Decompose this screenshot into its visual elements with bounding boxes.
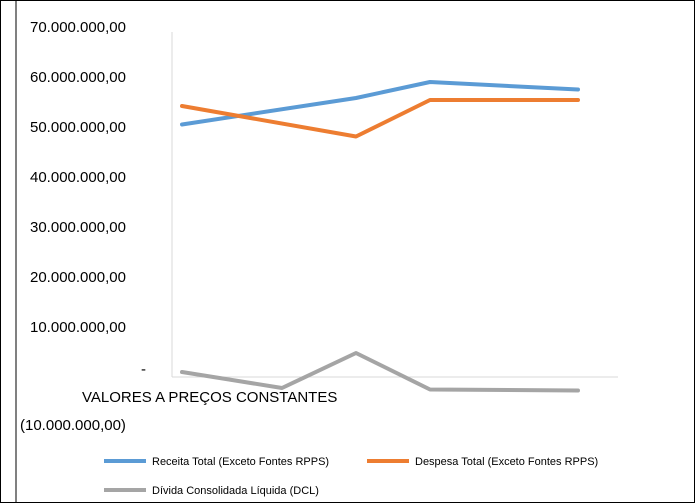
y-tick-label: 60.000.000,00: [30, 69, 126, 86]
y-tick-label: 70.000.000,00: [30, 19, 126, 36]
x-axis-label: VALORES A PREÇOS CONSTANTES: [82, 389, 337, 406]
series-lines: [180, 80, 580, 393]
y-tick-label: 20.000.000,00: [30, 269, 126, 286]
y-axis: 70.000.000,00 60.000.000,00 50.000.000,00 4…: [20, 19, 173, 434]
series-line-1: [180, 80, 580, 127]
legend-label-1: Receita Total (Exceto Fontes RPPS): [152, 456, 329, 468]
series-line-2: [180, 98, 580, 139]
series-line-3: [180, 351, 580, 393]
y-tick-label: 10.000.000,00: [30, 319, 126, 336]
legend-label-3: Dívida Consolidada Líquida (DCL): [152, 485, 319, 497]
legend: Receita Total (Exceto Fontes RPPS) Despes…: [104, 456, 598, 497]
y-tick-label: 40.000.000,00: [30, 169, 126, 186]
y-tick-label: (10.000.000,00): [20, 417, 126, 434]
legend-label-2: Despesa Total (Exceto Fontes RPPS): [415, 456, 598, 468]
y-tick-label: -: [141, 361, 146, 378]
y-tick-label: 30.000.000,00: [30, 219, 126, 236]
y-tick-label: 50.000.000,00: [30, 119, 126, 136]
